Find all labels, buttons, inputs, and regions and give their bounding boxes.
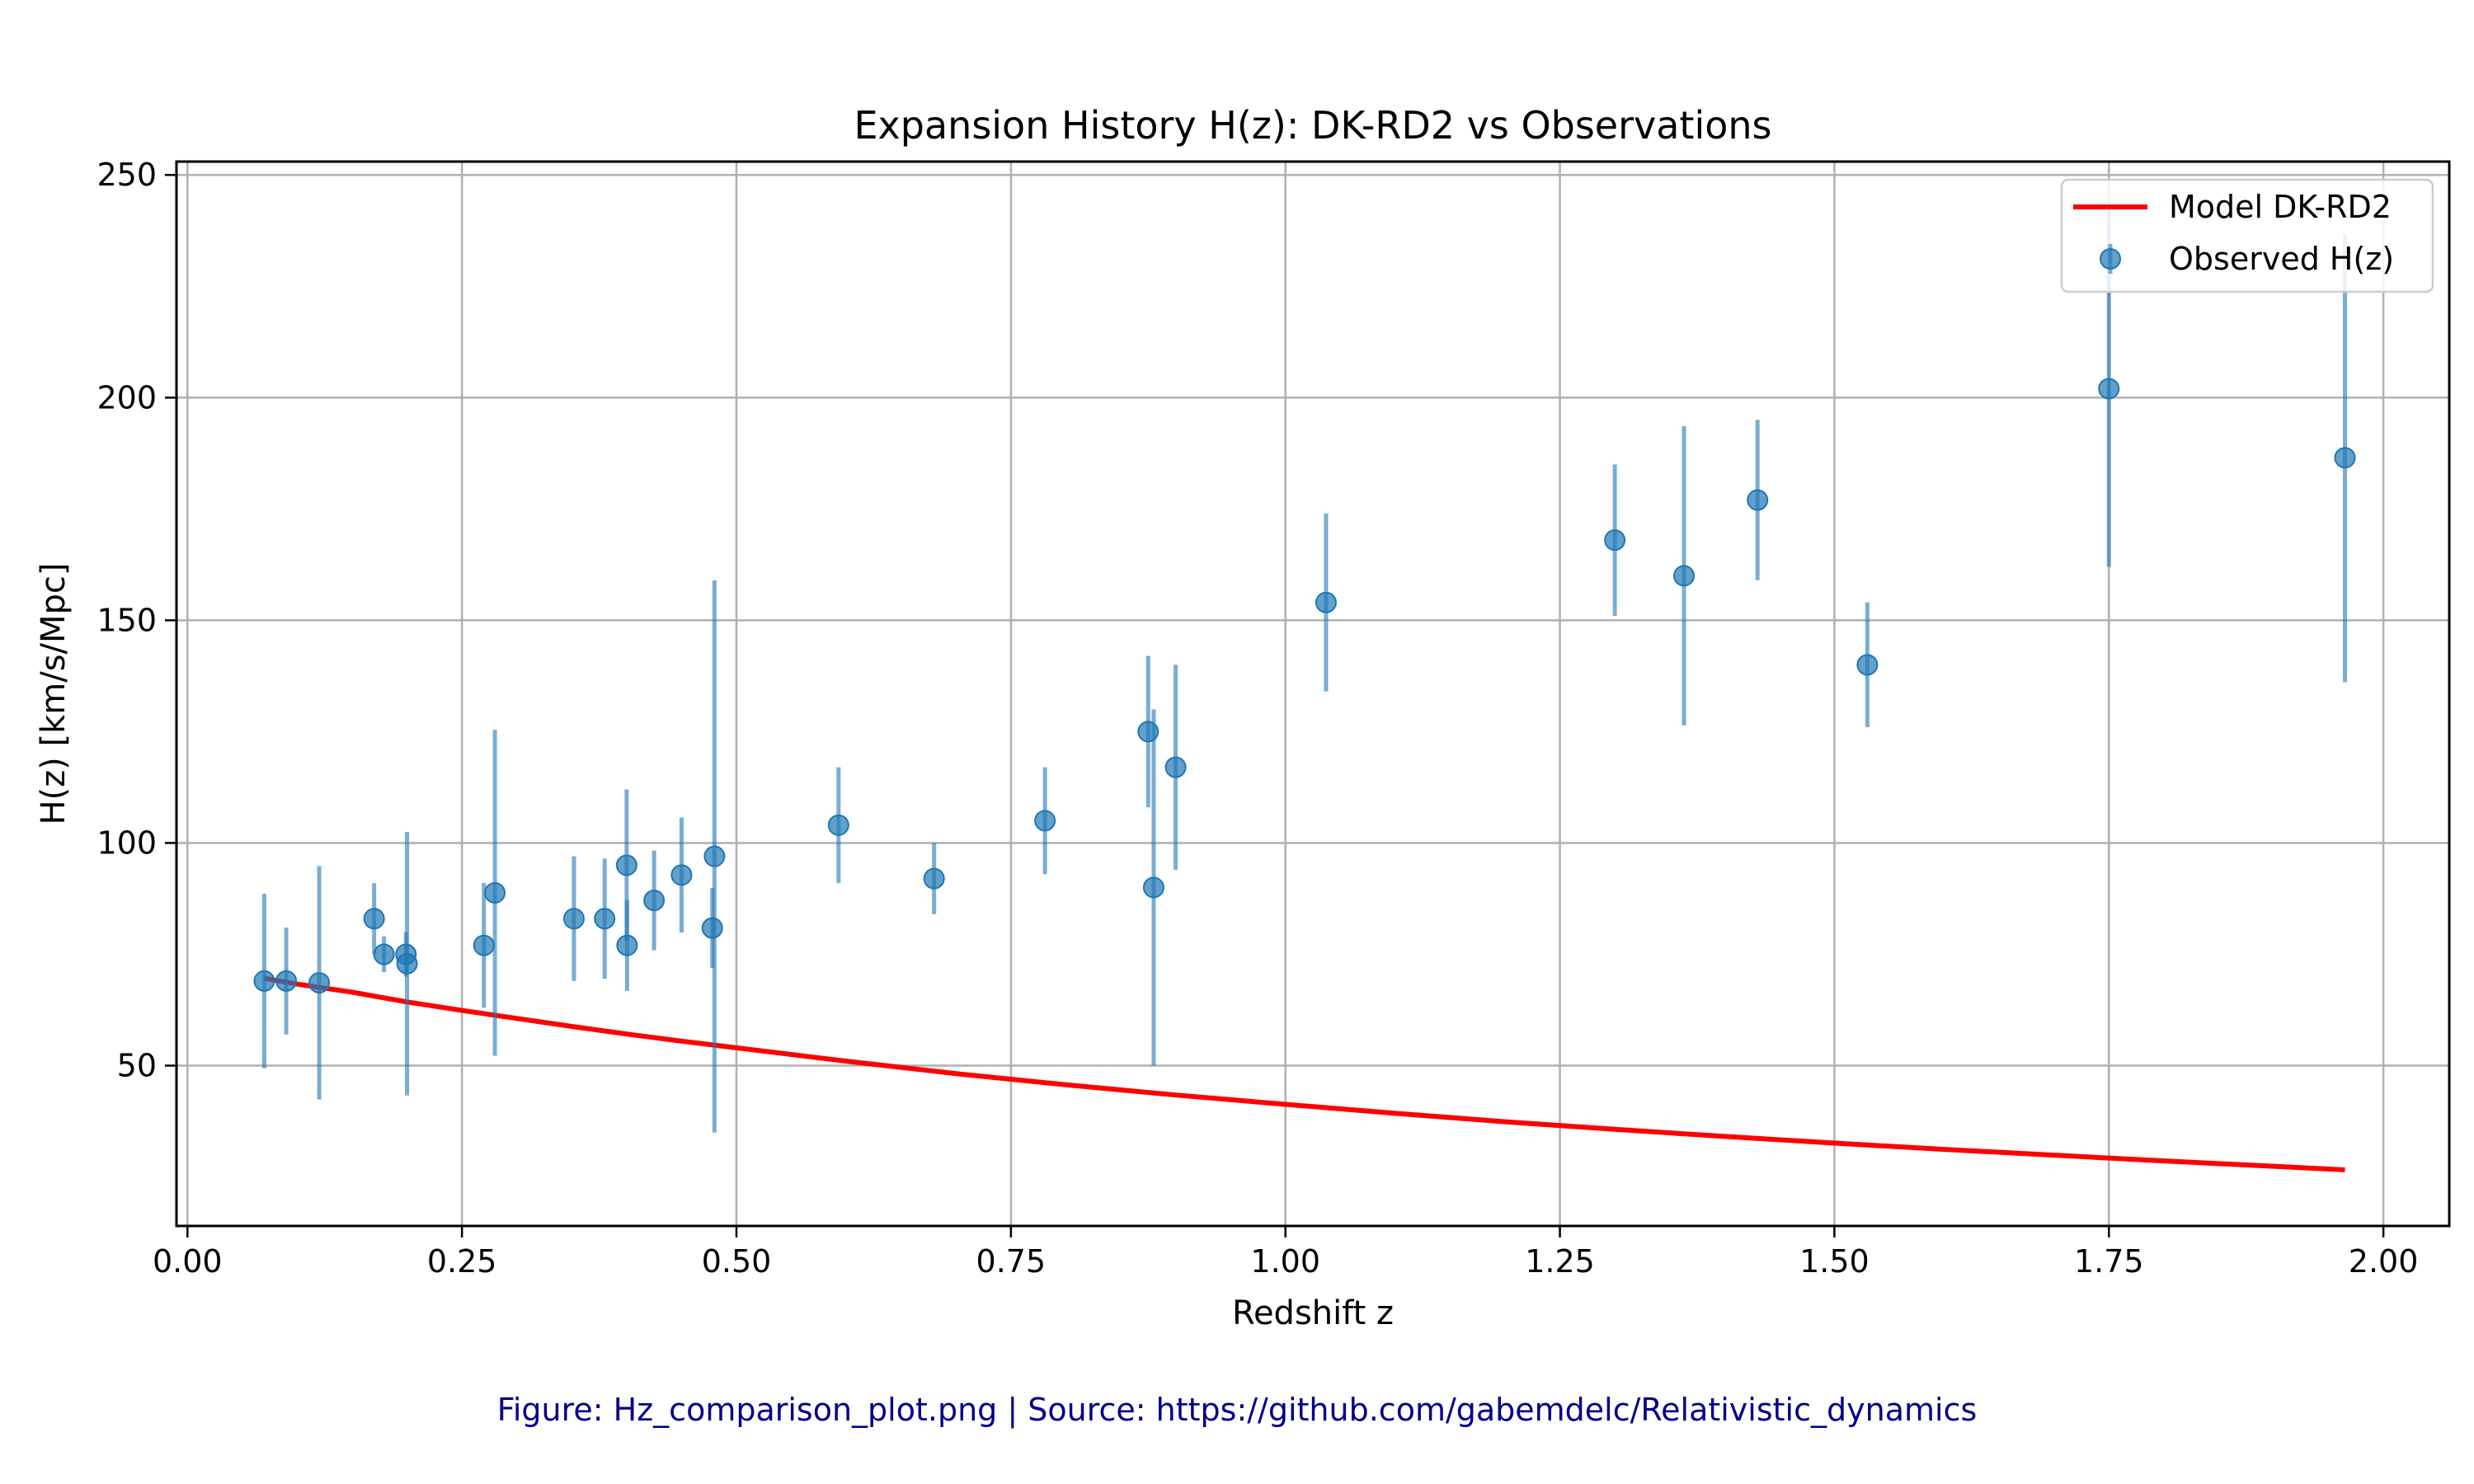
observed-point (670, 817, 693, 933)
observed-point (1604, 464, 1626, 616)
observed-point (1747, 420, 1769, 580)
x-tick-label: 1.50 (1799, 1243, 1870, 1280)
data-marker (308, 972, 331, 994)
data-marker (827, 814, 849, 836)
observed-point (703, 580, 726, 1133)
observed-point (701, 888, 723, 969)
observed-point (1164, 665, 1187, 870)
y-tick-label: 100 (96, 824, 157, 861)
grid-lines (176, 162, 2449, 1226)
observed-point (827, 767, 849, 884)
data-marker (1673, 565, 1696, 587)
x-tick-label: 1.75 (2074, 1243, 2144, 1280)
data-marker (1747, 489, 1769, 511)
legend-label-model: Model DK-RD2 (2169, 189, 2392, 225)
model-line-group (263, 975, 2345, 1172)
data-marker (2098, 378, 2120, 400)
y-tick-label: 50 (117, 1048, 157, 1084)
observed-point (1856, 602, 1879, 728)
observed-point (1673, 425, 1696, 726)
x-tick-label: 0.00 (153, 1243, 223, 1280)
axes-frame (175, 160, 2451, 1228)
observed-point (2334, 232, 2356, 683)
x-tick-label: 0.75 (976, 1243, 1047, 1280)
observed-point (594, 858, 616, 979)
x-axis-label: Redshift z (1232, 1294, 1394, 1332)
legend-marker-swatch (2100, 248, 2121, 270)
x-tick-label: 1.25 (1525, 1243, 1595, 1280)
x-tick-label: 0.25 (427, 1243, 497, 1280)
data-marker (1142, 876, 1164, 899)
data-marker (923, 867, 945, 890)
data-marker (1034, 810, 1056, 832)
figure-caption: Figure: Hz_comparison_plot.png | Source:… (496, 1392, 1978, 1428)
data-marker (1604, 529, 1626, 552)
observed-point (373, 936, 395, 973)
data-marker (473, 934, 495, 956)
data-marker (616, 934, 638, 956)
observed-point (396, 831, 418, 1096)
x-tick-label: 1.00 (1250, 1243, 1320, 1280)
observed-point (562, 856, 585, 981)
observed-point (308, 866, 331, 1100)
y-axis-label: H(z) [km/s/Mpc] (35, 562, 73, 824)
observed-point (253, 894, 275, 1068)
observed-point (643, 850, 666, 951)
data-marker (1856, 654, 1879, 676)
data-marker (1164, 756, 1187, 778)
observed-point (1034, 767, 1056, 875)
observed-point (275, 928, 298, 1035)
x-tick-label: 0.50 (702, 1243, 772, 1280)
data-marker (701, 917, 723, 939)
model-line (263, 975, 2345, 1172)
observed-point (1142, 709, 1164, 1066)
legend-label-observed: Observed H(z) (2169, 241, 2394, 277)
data-marker (484, 881, 506, 904)
data-marker (373, 943, 395, 965)
observed-point (1315, 513, 1337, 692)
data-marker (562, 908, 585, 930)
data-marker (703, 845, 726, 867)
observed-point (616, 899, 638, 991)
y-tick-label: 200 (96, 379, 157, 416)
legend: Model DK-RD2 Observed H(z) (2060, 178, 2434, 294)
data-marker (253, 970, 275, 992)
data-marker (363, 908, 385, 930)
data-marker (615, 854, 637, 876)
data-marker (643, 890, 666, 912)
observed-point (363, 883, 385, 955)
observed-points-group (253, 210, 2356, 1133)
data-marker (594, 908, 616, 930)
data-marker (396, 952, 418, 974)
x-tick-label: 2.00 (2349, 1243, 2419, 1280)
observed-point (923, 843, 945, 914)
data-marker (1315, 591, 1337, 613)
legend-box (2060, 178, 2434, 294)
data-marker (670, 864, 693, 886)
y-tick-label: 250 (96, 157, 157, 193)
axis-ticks: 0.00 0.25 0.50 0.75 1.00 1.25 1.50 1.75 2.00 50 10… (96, 157, 2418, 1280)
data-marker (275, 970, 298, 992)
observed-point (484, 730, 506, 1056)
data-marker (2334, 447, 2356, 469)
observed-point (473, 883, 495, 1008)
chart-title: Expansion History H(z): DK-RD2 vs Observ… (854, 103, 1771, 148)
y-tick-label: 150 (96, 602, 157, 638)
